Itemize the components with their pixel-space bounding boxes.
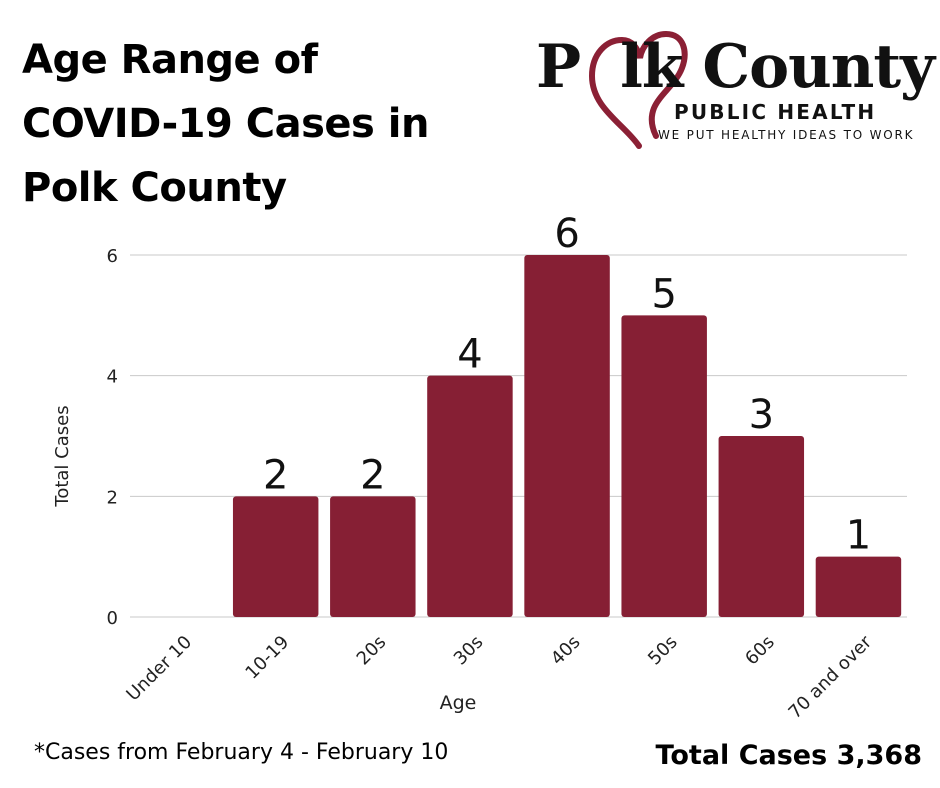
footnote: *Cases from February 4 - February 10 [34, 740, 449, 765]
bar [427, 375, 513, 617]
page-title: Age Range of COVID-19 Cases in Polk Coun… [22, 28, 482, 220]
data-label: 4 [457, 332, 482, 378]
y-axis-label: Total Cases [52, 405, 73, 507]
x-axis-label: Age [440, 692, 477, 714]
data-label: 3 [749, 392, 774, 438]
y-tick-label: 4 [107, 367, 118, 388]
title-line-1: Age Range of [22, 37, 318, 83]
data-label: 2 [360, 452, 385, 498]
y-tick-label: 0 [107, 608, 118, 629]
x-tick-label: 10-19 [241, 632, 293, 684]
title-line-2: COVID-19 Cases in [22, 101, 429, 147]
x-tick-label: 20s [353, 632, 391, 670]
x-tick-label: 30s [450, 632, 488, 670]
title-line-3: Polk County [22, 165, 287, 211]
y-tick-label: 6 [107, 246, 118, 267]
x-tick-label: 60s [741, 632, 779, 670]
bar [524, 255, 610, 617]
data-label: 6 [554, 211, 579, 257]
x-tick-label: 50s [644, 632, 682, 670]
logo-subtitle: PUBLIC HEALTH [674, 100, 877, 124]
logo-tagline: WE PUT HEALTHY IDEAS TO WORK [658, 128, 915, 142]
bar [330, 496, 416, 617]
x-tick-label: Under 10 [122, 632, 196, 706]
bar [718, 436, 805, 617]
data-label: 2 [263, 452, 288, 498]
y-tick-label: 2 [107, 487, 118, 508]
bar [232, 496, 319, 617]
x-tick-label: 70 and over [785, 631, 877, 723]
heart-icon [588, 30, 688, 149]
bar [815, 556, 902, 617]
data-label: 5 [651, 271, 676, 317]
total-cases: Total Cases 3,368 [655, 740, 922, 771]
x-tick-label: 40s [547, 632, 585, 670]
bar [621, 315, 707, 617]
data-label: 1 [846, 513, 871, 559]
